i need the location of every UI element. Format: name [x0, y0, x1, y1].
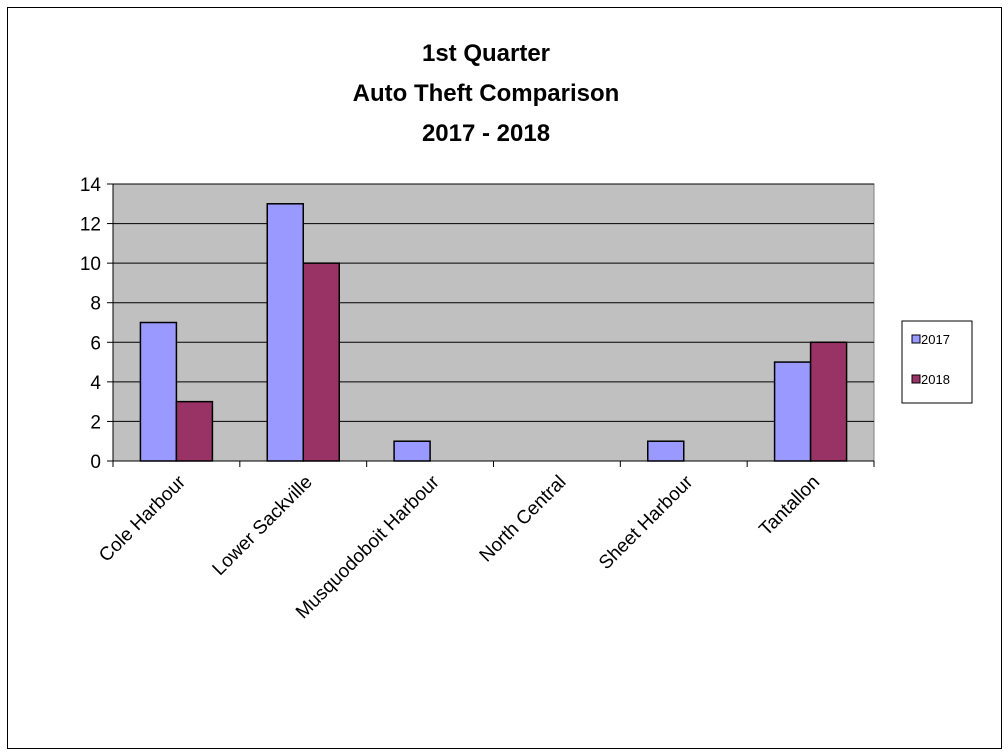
y-tick-label: 4: [90, 373, 101, 394]
y-tick-label: 12: [80, 215, 101, 236]
y-tick-label: 0: [90, 452, 101, 473]
chart-title-line-3: 2017 - 2018: [422, 120, 550, 147]
legend-label-2018: 2018: [921, 372, 950, 387]
y-tick-label: 2: [90, 412, 101, 433]
legend-label-2017: 2017: [921, 332, 950, 347]
category-label: Lower Sackville: [209, 472, 317, 580]
chart-frame: 1st Quarter Auto Theft Comparison 2017 -…: [7, 7, 1002, 749]
bar-chart: 1st Quarter Auto Theft Comparison 2017 -…: [80, 40, 973, 623]
chart-title-line-2: Auto Theft Comparison: [353, 80, 620, 107]
category-label: Musquodoboit Harbour: [292, 471, 444, 623]
legend: 2017 2018: [901, 320, 973, 404]
bar-2017: [773, 361, 812, 462]
y-tick-label: 14: [80, 175, 102, 196]
y-tick-label: 8: [90, 294, 101, 315]
bar-2017: [266, 203, 304, 462]
bar-2017: [393, 440, 431, 462]
plot-background: [112, 183, 875, 462]
legend-swatch-2018: [911, 374, 921, 384]
legend-swatch-2017: [911, 334, 921, 344]
y-tick-label: 6: [90, 333, 101, 354]
category-label: Sheet Harbour: [595, 471, 698, 574]
bar-2018: [809, 341, 848, 462]
category-label: Cole Harbour: [95, 471, 190, 566]
bar-2018: [302, 262, 340, 462]
category-label: North Central: [476, 472, 571, 567]
bar-2018: [175, 400, 214, 462]
bar-2017: [647, 440, 685, 462]
bar-2017: [139, 321, 178, 462]
chart-title-line-1: 1st Quarter: [422, 40, 550, 67]
y-tick-label: 10: [80, 254, 101, 275]
category-label: Tantallon: [755, 472, 824, 541]
plot-area: 0 2 4 6 8 10 12 14 Cole Harbour Lower SackvilleMu…: [80, 175, 875, 623]
